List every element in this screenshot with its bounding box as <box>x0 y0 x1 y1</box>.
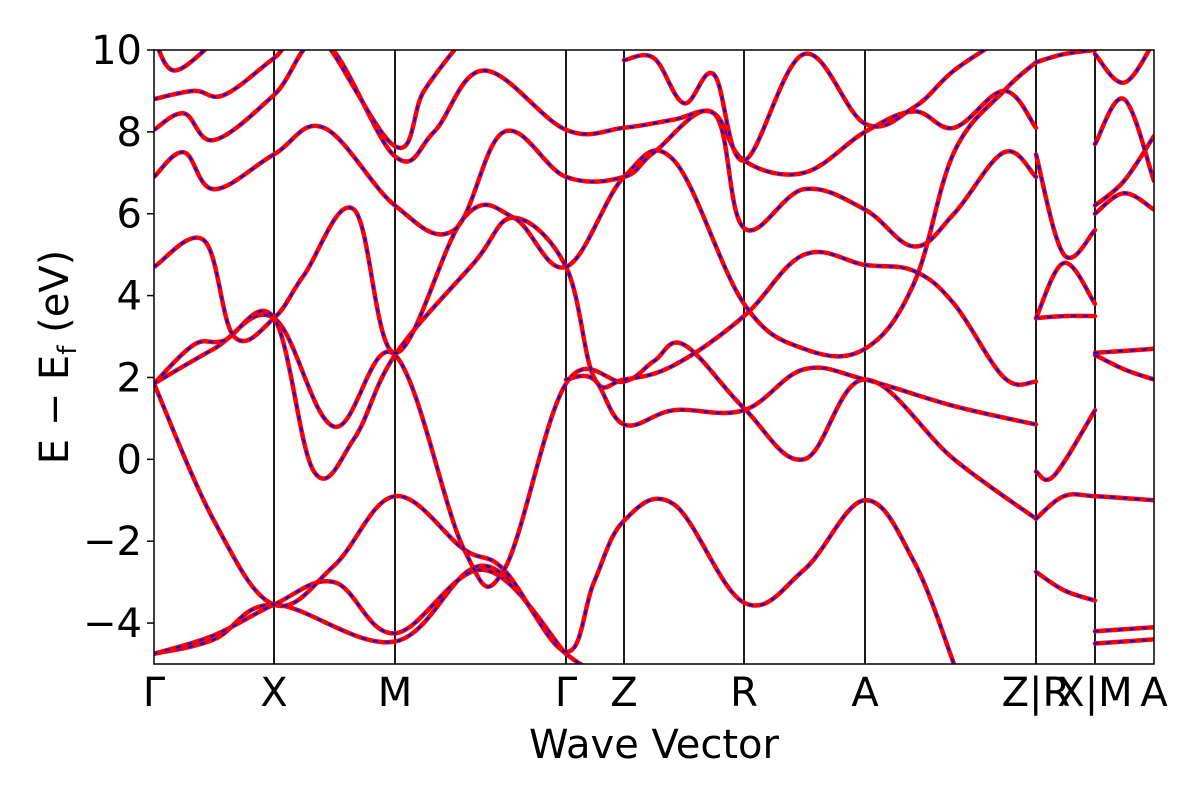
y-axis-title-main: E − E <box>32 355 78 465</box>
band-line-fit <box>154 109 1038 248</box>
band-line-fit <box>154 382 956 664</box>
band-line-fit <box>1093 638 1154 645</box>
band-line-dft <box>1092 352 1154 382</box>
y-axis-ticks: −4 −2 0 2 4 6 8 10 <box>83 28 154 647</box>
band-line-fit <box>1034 493 1154 520</box>
y-tick-label: 0 <box>117 437 142 483</box>
band-line-fit <box>154 216 1038 480</box>
x-tick-label: X <box>260 670 287 716</box>
x-tick-label: Z <box>610 670 637 716</box>
y-tick-label: −4 <box>83 601 142 647</box>
band-line-dft <box>1033 50 1098 65</box>
band-line-fit <box>622 50 987 162</box>
band-line-fit <box>154 568 568 655</box>
x-tick-label: X|M <box>1057 670 1132 716</box>
plot-background <box>154 50 1154 664</box>
band-line-fit <box>1093 347 1154 354</box>
band-line-fit <box>157 50 207 72</box>
band-line-fit <box>564 366 1038 427</box>
x-tick-label: Γ <box>143 670 166 716</box>
y-tick-label: 4 <box>117 274 142 320</box>
x-tick-label: A <box>851 670 879 716</box>
y-axis-title-sub: f <box>53 345 83 355</box>
x-tick-label: Z|R <box>1002 670 1071 716</box>
band-line-fit <box>1093 134 1154 207</box>
band-line-fit <box>1093 626 1154 633</box>
y-tick-label: 6 <box>117 192 142 238</box>
band-line-dft <box>1033 407 1098 483</box>
band-lines <box>154 50 1154 664</box>
x-tick-label: R <box>730 670 758 716</box>
band-line-fit <box>1034 153 1097 259</box>
band-line-fit <box>154 313 1038 588</box>
band-line-fit <box>154 61 1038 358</box>
band-line-fit <box>1034 570 1097 602</box>
band-line-fit <box>1093 192 1154 215</box>
y-tick-label: 10 <box>91 28 142 74</box>
x-axis-ticks: Γ X M Γ Z R A Z|RX|M A <box>143 670 1168 716</box>
plot-frame <box>153 49 1155 665</box>
x-tick-label: M <box>378 670 413 716</box>
x-axis-title: Wave Vector <box>529 722 780 768</box>
band-line-fit <box>1034 261 1097 320</box>
y-tick-label: 2 <box>117 355 142 401</box>
y-tick-label: −2 <box>83 519 142 565</box>
x-tick-label: A <box>1140 670 1168 716</box>
band-line-fit <box>154 50 1038 176</box>
y-axis-title: E − Ef (eV) <box>32 250 83 465</box>
y-axis-title-unit: (eV) <box>32 250 78 346</box>
y-tick-label: 8 <box>117 110 142 156</box>
band-line-fit <box>1034 314 1097 320</box>
band-line-fit <box>1093 50 1151 84</box>
x-tick-label: Γ <box>555 670 578 716</box>
band-line-fit <box>154 50 456 149</box>
band-line-fit <box>1093 97 1154 183</box>
